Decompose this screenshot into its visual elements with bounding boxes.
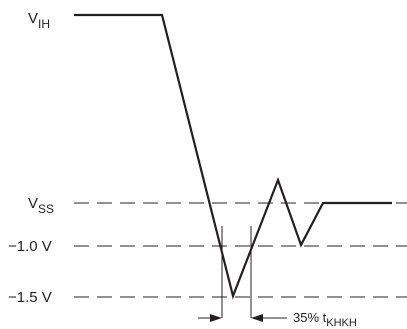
vss-label-sub: SS	[38, 202, 54, 216]
vih-label: VIH	[28, 10, 50, 31]
timing-arrow-right-head	[251, 314, 263, 322]
vih-label-sub: IH	[38, 17, 50, 31]
vss-label: VSS	[28, 195, 54, 216]
pulse-width-annotation: 35% tKHKH	[293, 310, 357, 329]
pulse-width-annotation-sub: KHKH	[326, 317, 357, 329]
timing-arrow-left-head	[210, 314, 222, 322]
minus-1-0-v-label: −1.0 V	[8, 238, 52, 255]
pulse-width-annotation-text: 35% t	[293, 310, 327, 325]
vss-label-main: V	[28, 195, 38, 212]
undershoot-waveform	[74, 13, 392, 300]
vih-label-main: V	[28, 10, 38, 27]
minus-1-5-v-label: −1.5 V	[8, 289, 52, 306]
